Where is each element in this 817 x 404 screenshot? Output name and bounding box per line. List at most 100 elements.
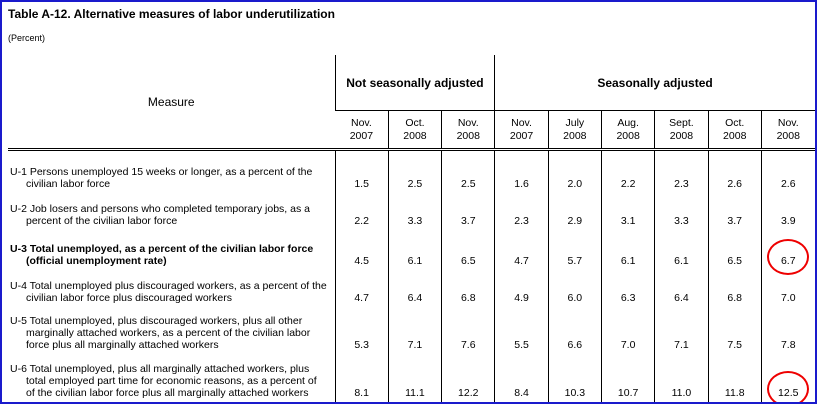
value-cell: 7.6 xyxy=(441,306,495,354)
value-cell: 2.2 xyxy=(600,149,655,193)
value-cell: 5.3 xyxy=(334,306,389,354)
value: 2.3 xyxy=(674,177,689,190)
value: 6.4 xyxy=(407,291,423,304)
value: 2.0 xyxy=(567,177,583,190)
value: 7.6 xyxy=(460,338,476,351)
value: 10.7 xyxy=(617,386,639,399)
measure-line: force plus all marginally attached worke… xyxy=(26,338,219,351)
column-header-line: Nov. xyxy=(777,116,799,129)
value: 12.2 xyxy=(458,386,479,399)
column-header-line: Aug. xyxy=(617,116,639,129)
value-cell: 3.1 xyxy=(600,192,655,230)
data-row: U-5 Total unemployed, plus discouraged w… xyxy=(8,306,815,354)
group-row: Measure Not seasonally adjusted Seasonally… xyxy=(8,55,815,151)
value: 3.3 xyxy=(674,214,689,227)
value: 2.9 xyxy=(567,214,583,227)
value: 6.3 xyxy=(620,291,636,304)
value-cell: 11.8 xyxy=(707,353,762,402)
value: 4.7 xyxy=(514,254,529,267)
column-header: Oct. 2008 xyxy=(387,110,442,151)
measure-cell: U-6 Total unemployed, plus all marginall… xyxy=(8,354,335,402)
value: 10.3 xyxy=(564,386,586,399)
value-cell: 7.1 xyxy=(654,306,709,354)
column-header-line: 2008 xyxy=(776,129,800,142)
value-cell: 2.5 xyxy=(441,149,495,193)
value: 6.4 xyxy=(674,291,689,304)
column-header: July 2008 xyxy=(547,110,602,151)
column-header-line: Nov. xyxy=(457,116,479,129)
column-header-line: July xyxy=(565,116,585,129)
value-cell: 7.1 xyxy=(387,306,442,354)
value-cell: 1.5 xyxy=(334,149,389,193)
column-header-line: Oct. xyxy=(405,116,425,129)
value: 2.2 xyxy=(354,214,369,227)
measure-line: total employed part time for economic re… xyxy=(26,374,317,387)
value: 3.1 xyxy=(620,214,636,227)
value-cell: 2.2 xyxy=(334,192,389,230)
measure-line: percent of the civilian labor force xyxy=(26,214,178,227)
value-cell: 11.0 xyxy=(654,353,709,402)
measure-line: U-4 Total unemployed plus discouraged wo… xyxy=(10,279,327,292)
measure-line: marginally attached workers, as a percen… xyxy=(26,326,311,339)
value-cell: 6.0 xyxy=(547,269,602,307)
column-header-line: Nov. xyxy=(511,116,532,129)
column-header-line: 2008 xyxy=(723,129,747,142)
value: 6.8 xyxy=(460,291,476,304)
column-header: Oct. 2008 xyxy=(707,110,762,151)
value: 3.3 xyxy=(407,214,423,227)
value: 4.5 xyxy=(354,254,369,267)
value: 7.5 xyxy=(727,338,743,351)
value-cell: 1.6 xyxy=(494,149,549,193)
value-cell: 7.8 xyxy=(760,306,815,354)
measure-line: U-1 Persons unemployed 15 weeks or longe… xyxy=(10,165,313,178)
value: 3.7 xyxy=(460,214,476,227)
value: 2.2 xyxy=(620,177,636,190)
measure-line: U-2 Job losers and persons who completed… xyxy=(10,202,310,215)
value: 6.0 xyxy=(567,291,583,304)
value: 2.3 xyxy=(514,214,529,227)
value: 6.1 xyxy=(674,254,689,267)
value: 11.0 xyxy=(671,386,692,399)
value-cell: 12.5 xyxy=(760,353,815,402)
group-header: Seasonally adjusted xyxy=(494,55,815,111)
value-cell: 2.5 xyxy=(387,149,442,193)
value-cell: 4.7 xyxy=(494,229,549,270)
value-cell: 4.7 xyxy=(334,269,389,307)
value-cell: 3.7 xyxy=(441,192,495,230)
value: 6.6 xyxy=(567,338,583,351)
value: 11.1 xyxy=(405,386,425,399)
column-header: Nov. 2008 xyxy=(760,110,815,151)
value-cell: 5.7 xyxy=(547,229,602,270)
column-header: Nov. 2007 xyxy=(494,110,549,151)
column-header: Nov. 2008 xyxy=(441,110,495,151)
value-cell: 10.7 xyxy=(600,353,655,402)
value-cell: 12.2 xyxy=(441,353,495,402)
value: 1.5 xyxy=(354,177,369,190)
measure-cell: U-1 Persons unemployed 15 weeks or longe… xyxy=(8,150,335,193)
column-header: Nov. 2007 xyxy=(335,110,389,151)
value: 7.1 xyxy=(674,338,689,351)
value-cell: 6.4 xyxy=(654,269,709,307)
value: 8.4 xyxy=(514,386,529,399)
table: Measure Not seasonally adjusted Seasonally… xyxy=(8,55,815,402)
measure-cell: U-5 Total unemployed, plus discouraged w… xyxy=(8,307,335,354)
column-header-line: 2007 xyxy=(349,129,374,142)
value-cell: 7.0 xyxy=(760,269,815,307)
column-header-line: 2008 xyxy=(563,129,587,142)
value: 5.5 xyxy=(514,338,529,351)
measure-cell: U-3 Total unemployed, as a percent of th… xyxy=(8,230,335,270)
measure-header: Measure xyxy=(8,55,335,151)
value: 3.9 xyxy=(780,214,796,227)
value-cell: 6.5 xyxy=(441,229,495,270)
measure-line: civilian labor force plus discouraged wo… xyxy=(26,291,233,304)
value-cell: 3.9 xyxy=(760,192,815,230)
data-row: U-3 Total unemployed, as a percent of th… xyxy=(8,229,815,275)
column-header: Sept. 2008 xyxy=(654,110,709,151)
value: 7.0 xyxy=(780,291,796,304)
unit-note: (Percent) xyxy=(8,33,46,43)
column-header-line: 2007 xyxy=(509,129,534,142)
value-cell: 6.1 xyxy=(387,229,442,270)
value-cell: 6.3 xyxy=(600,269,655,307)
value: 1.6 xyxy=(514,177,529,190)
